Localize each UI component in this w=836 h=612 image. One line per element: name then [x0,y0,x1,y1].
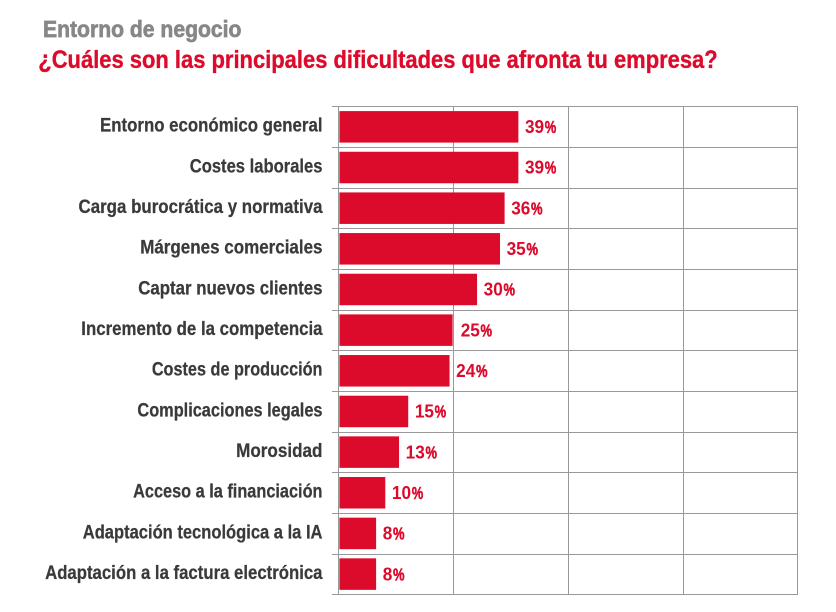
svg-text:Complicaciones legales: Complicaciones legales [137,399,322,420]
svg-text:Costes de producción: Costes de producción [152,358,323,379]
svg-text:Adaptación a la factura electr: Adaptación a la factura electrónica [45,562,323,583]
svg-text:%: % [476,362,488,381]
svg-text:%: % [393,565,405,584]
svg-text:%: % [435,403,447,422]
svg-text:¿Cuáles son las principales di: ¿Cuáles son las principales dificultades… [38,45,717,73]
svg-text:Entorno de negocio: Entorno de negocio [43,16,241,42]
svg-text:39: 39 [525,116,544,137]
svg-text:39: 39 [525,157,544,178]
svg-text:25: 25 [461,320,480,341]
svg-text:8: 8 [383,564,393,585]
svg-text:24: 24 [456,360,475,381]
svg-text:%: % [412,484,424,503]
svg-text:Morosidad: Morosidad [236,440,322,461]
svg-text:%: % [425,444,437,463]
svg-text:Entorno económico general: Entorno económico general [100,115,322,136]
svg-text:%: % [526,240,538,259]
svg-text:Adaptación tecnológica a la IA: Adaptación tecnológica a la IA [83,521,323,542]
svg-text:%: % [531,200,543,219]
svg-text:Carga burocrática y normativa: Carga burocrática y normativa [79,196,324,217]
svg-text:36: 36 [511,198,530,219]
svg-text:Incremento de la competencia: Incremento de la competencia [81,318,323,339]
svg-text:8: 8 [383,523,393,544]
svg-text:10: 10 [392,482,411,503]
svg-text:15: 15 [415,401,434,422]
svg-text:%: % [545,118,557,137]
svg-text:Captar nuevos clientes: Captar nuevos clientes [138,277,322,298]
svg-text:Márgenes comerciales: Márgenes comerciales [140,237,322,258]
svg-text:Acceso a la financiación: Acceso a la financiación [133,480,322,501]
svg-text:%: % [481,322,493,341]
svg-text:%: % [504,281,516,300]
svg-text:35: 35 [507,238,526,259]
svg-text:Costes laborales: Costes laborales [190,155,323,176]
svg-text:30: 30 [484,279,503,300]
svg-text:%: % [393,525,405,544]
svg-text:%: % [545,159,557,178]
svg-text:13: 13 [406,442,425,463]
